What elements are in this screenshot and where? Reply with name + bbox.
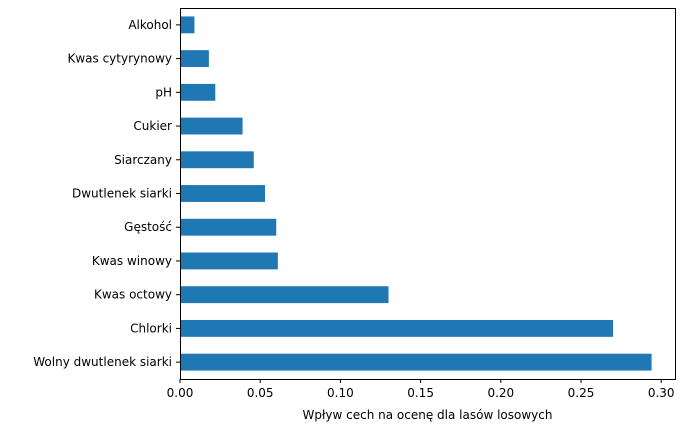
bar-0 bbox=[180, 16, 195, 34]
y-tick-label: Wolny dwutlenek siarki bbox=[33, 355, 172, 369]
x-tick-label: 0.25 bbox=[568, 386, 595, 400]
y-tick-label: Alkohol bbox=[128, 18, 172, 32]
x-tick-label: 0.30 bbox=[648, 386, 675, 400]
y-tick-label: Gęstość bbox=[124, 220, 172, 234]
y-tick-labels: Alkohol Kwas cytyrynowy pH Cukier Siarczany D… bbox=[33, 18, 180, 369]
y-tick-label: pH bbox=[155, 85, 172, 99]
bar-3 bbox=[180, 117, 243, 135]
bar-9 bbox=[180, 319, 614, 337]
x-ticks: 0.00 0.05 0.10 0.15 0.20 0.25 0.30 bbox=[167, 379, 675, 400]
x-tick-label: 0.00 bbox=[167, 386, 194, 400]
y-tick-label: Siarczany bbox=[114, 153, 172, 167]
y-tick-label: Dwutlenek siarki bbox=[72, 187, 172, 201]
x-tick-label: 0.10 bbox=[327, 386, 354, 400]
bar-1 bbox=[180, 50, 209, 68]
x-tick-label: 0.15 bbox=[407, 386, 434, 400]
x-axis-label: Wpływ cech na ocenę dla lasów losowych bbox=[303, 408, 553, 422]
y-tick-label: Chlorki bbox=[130, 321, 172, 335]
bars-group bbox=[180, 16, 652, 371]
bar-4 bbox=[180, 151, 254, 169]
y-tick-label: Kwas cytyrynowy bbox=[67, 52, 172, 66]
bar-8 bbox=[180, 286, 389, 304]
plot-frame bbox=[180, 8, 676, 380]
y-tick-label: Cukier bbox=[133, 119, 172, 133]
x-tick-label: 0.20 bbox=[487, 386, 514, 400]
bar-7 bbox=[180, 252, 278, 270]
y-tick-label: Kwas octowy bbox=[94, 288, 172, 302]
bar-6 bbox=[180, 218, 277, 236]
bar-5 bbox=[180, 185, 266, 202]
y-tick-label: Kwas winowy bbox=[92, 254, 172, 268]
bar-2 bbox=[180, 83, 216, 101]
bar-10 bbox=[180, 353, 652, 371]
x-tick-label: 0.05 bbox=[247, 386, 274, 400]
